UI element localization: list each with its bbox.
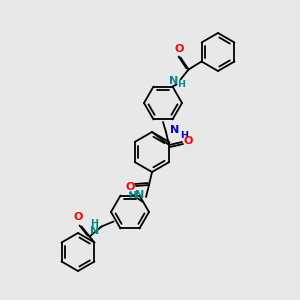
Text: N: N [135, 190, 145, 200]
Text: O: O [125, 182, 135, 192]
Text: O: O [74, 212, 83, 223]
Text: N: N [90, 226, 99, 236]
Text: H: H [91, 219, 98, 228]
Text: N: N [170, 125, 180, 135]
Text: O: O [183, 136, 193, 146]
Text: H: H [128, 190, 136, 200]
Text: N: N [169, 76, 178, 85]
Text: H: H [180, 130, 188, 140]
Text: O: O [175, 44, 184, 55]
Text: H: H [178, 80, 185, 89]
